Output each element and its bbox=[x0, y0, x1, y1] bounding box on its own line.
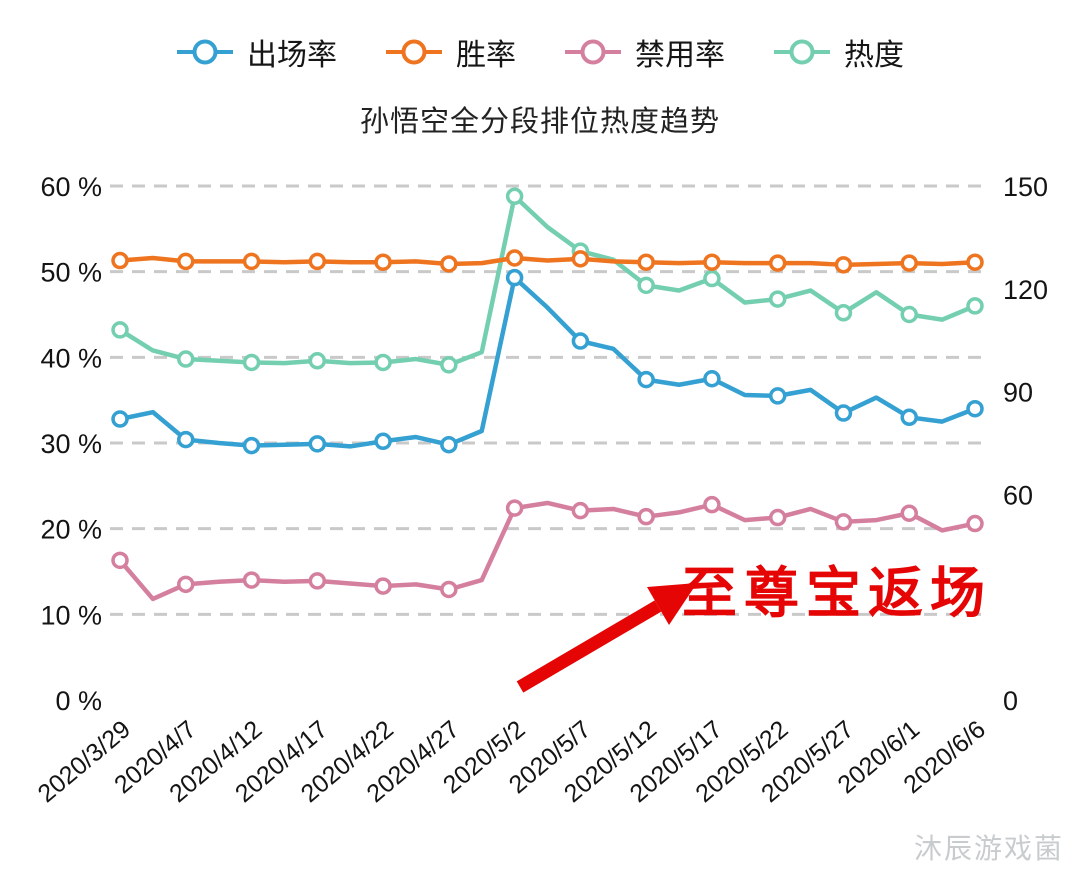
annotation-text: 至尊宝返场 bbox=[682, 562, 993, 624]
legend-item-win-rate[interactable]: 胜率 bbox=[385, 30, 516, 74]
series-marker-heat bbox=[242, 353, 261, 372]
series-marker-win-rate bbox=[637, 253, 655, 271]
series-marker-heat bbox=[637, 276, 655, 295]
series-marker-win-rate bbox=[834, 256, 853, 274]
y-axis-right-label: 120 bbox=[1003, 275, 1048, 305]
y-axis-left-label: 10 % bbox=[40, 600, 102, 630]
legend-item-heat[interactable]: 热度 bbox=[773, 30, 904, 74]
series-marker-win-rate bbox=[242, 252, 261, 271]
series-line-pick-rate bbox=[117, 275, 978, 449]
legend-line-marker-icon bbox=[177, 39, 233, 65]
series-marker-win-rate bbox=[571, 250, 590, 268]
series-marker-heat bbox=[505, 187, 524, 206]
y-axis-left-label: 30 % bbox=[40, 429, 102, 459]
series-marker-heat bbox=[111, 321, 129, 339]
legend-line-marker-icon bbox=[565, 39, 621, 65]
legend-label: 出场率 bbox=[247, 39, 337, 72]
series-marker-win-rate bbox=[308, 252, 327, 271]
legend-label: 胜率 bbox=[456, 39, 516, 72]
series-marker-heat bbox=[900, 305, 918, 324]
chart-title: 孙悟空全分段排位热度趋势 bbox=[359, 106, 720, 138]
annotation-arrow-icon bbox=[516, 583, 697, 693]
series-marker-pick-rate bbox=[505, 268, 524, 287]
y-axis-right-label: 150 bbox=[1003, 172, 1048, 202]
series-marker-heat bbox=[834, 304, 853, 322]
series-marker-ban-rate bbox=[571, 501, 590, 520]
series-marker-ban-rate bbox=[966, 514, 984, 533]
series-marker-pick-rate bbox=[966, 399, 984, 418]
series-marker-pick-rate bbox=[703, 370, 721, 388]
series-marker-win-rate bbox=[177, 252, 195, 271]
series-marker-heat bbox=[308, 352, 327, 370]
series-marker-ban-rate bbox=[440, 580, 458, 599]
series-marker-heat bbox=[703, 269, 721, 288]
y-axis-left-label: 50 % bbox=[40, 258, 102, 288]
series-marker-pick-rate bbox=[834, 404, 853, 422]
series-marker-ban-rate bbox=[111, 551, 129, 570]
series-marker-heat bbox=[768, 290, 787, 308]
series-marker-pick-rate bbox=[242, 436, 261, 455]
series-marker-ban-rate bbox=[637, 507, 655, 526]
legend-item-pick-rate[interactable]: 出场率 bbox=[176, 30, 337, 74]
series-line-win-rate bbox=[117, 255, 978, 268]
legend-label: 热度 bbox=[844, 39, 904, 72]
series-marker-ban-rate bbox=[374, 577, 392, 595]
series-marker-win-rate bbox=[966, 253, 984, 271]
series-marker-ban-rate bbox=[308, 572, 327, 590]
legend-label: 禁用率 bbox=[635, 39, 725, 72]
watermark: 沐辰游戏菌 bbox=[913, 833, 1064, 864]
y-axis-right-label: 90 bbox=[1003, 378, 1033, 408]
series-marker-ban-rate bbox=[834, 513, 853, 531]
series-marker-win-rate bbox=[703, 253, 721, 271]
series-marker-pick-rate bbox=[571, 332, 590, 350]
x-axis-label: 2020/3/29 bbox=[33, 715, 136, 808]
chart-legend: 出场率 胜率 禁用率 热度 bbox=[0, 30, 1080, 74]
series-marker-pick-rate bbox=[440, 435, 458, 454]
legend-line-marker-icon bbox=[386, 39, 442, 65]
series-marker-heat bbox=[374, 353, 392, 372]
legend-line-marker-icon bbox=[774, 39, 830, 65]
series-marker-heat bbox=[966, 297, 984, 315]
series-marker-pick-rate bbox=[111, 410, 129, 428]
series-marker-pick-rate bbox=[768, 387, 787, 405]
series-marker-pick-rate bbox=[374, 432, 392, 451]
series-marker-heat bbox=[177, 350, 195, 368]
series-marker-ban-rate bbox=[768, 508, 787, 527]
series-marker-ban-rate bbox=[505, 499, 524, 517]
series-line-heat bbox=[117, 194, 978, 368]
series-marker-pick-rate bbox=[900, 408, 918, 427]
y-axis-left-label: 0 % bbox=[55, 686, 102, 716]
series-marker-heat bbox=[440, 356, 458, 374]
y-axis-left-label: 20 % bbox=[40, 515, 102, 545]
series-marker-pick-rate bbox=[308, 435, 327, 453]
series-marker-pick-rate bbox=[177, 430, 195, 449]
series-line-ban-rate bbox=[117, 500, 978, 602]
y-axis-right-label: 0 bbox=[1003, 686, 1018, 716]
series-marker-win-rate bbox=[505, 249, 524, 267]
series-marker-ban-rate bbox=[242, 571, 261, 589]
y-axis-left-label: 60 % bbox=[40, 172, 102, 202]
series-marker-win-rate bbox=[768, 254, 787, 272]
series-marker-ban-rate bbox=[177, 575, 195, 594]
series-marker-win-rate bbox=[111, 251, 129, 270]
series-marker-pick-rate bbox=[637, 370, 655, 389]
series-marker-ban-rate bbox=[703, 495, 721, 514]
series-marker-ban-rate bbox=[900, 504, 918, 522]
series-marker-win-rate bbox=[374, 253, 392, 271]
y-axis-left-label: 40 % bbox=[40, 343, 102, 373]
series-marker-win-rate bbox=[440, 255, 458, 273]
y-axis-right-label: 60 bbox=[1003, 480, 1033, 510]
legend-item-ban-rate[interactable]: 禁用率 bbox=[564, 30, 725, 74]
series-marker-win-rate bbox=[900, 254, 918, 272]
